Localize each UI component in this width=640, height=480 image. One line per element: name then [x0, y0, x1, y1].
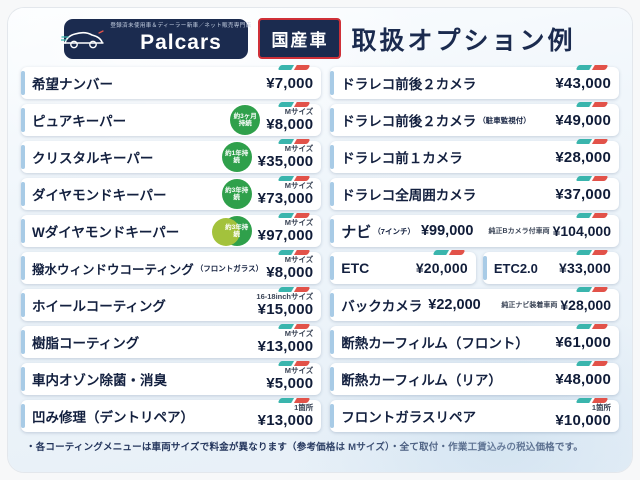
- size-note: Mサイズ: [284, 107, 314, 117]
- option-row-diamond-keeper: ダイヤモンドキーパー 約3年持続 Mサイズ ¥73,000: [21, 178, 322, 210]
- duration-badge: 約1年持続: [221, 142, 252, 172]
- option-label: 断熱カーフィルム（フロント）: [341, 336, 529, 351]
- option-label: ETC2.0: [493, 260, 538, 276]
- alt-price: ¥104,000: [552, 223, 611, 239]
- option-price: ¥37,000: [555, 185, 611, 203]
- option-price: ¥7,000: [266, 74, 314, 92]
- option-price: ¥99,000: [420, 223, 474, 239]
- option-row-wheel-coating: ホイールコーティング 16-18inchサイズ ¥15,000: [21, 289, 322, 321]
- option-label-note: （フロントガラス）: [195, 263, 264, 273]
- option-row-pure-keeper: ピュアキーパー 約3ヶ月持続 Mサイズ ¥8,000: [21, 104, 322, 136]
- alt-condition-note: 純正ナビ装着車両: [501, 302, 558, 309]
- option-price: ¥35,000: [257, 152, 314, 170]
- option-label: ダイヤモンドキーパー: [32, 188, 167, 203]
- option-row-kibou-number: 希望ナンバー ¥7,000: [21, 67, 322, 99]
- header: 登録済未使用車＆ディーラー新車／ネット販売専門店 Palcars 国産車 取扱オ…: [8, 8, 632, 65]
- option-row-etc: ETC ¥20,000: [330, 252, 476, 284]
- option-label: 断熱カーフィルム（リア）: [341, 373, 502, 388]
- size-note: 16-18inchサイズ: [256, 292, 314, 302]
- option-row-etc2: ETC2.0 ¥33,000: [482, 252, 619, 284]
- option-label: 希望ナンバー: [32, 77, 113, 92]
- option-price: ¥20,000: [415, 260, 468, 276]
- alt-price: ¥28,000: [560, 297, 611, 313]
- option-label: ナビ: [341, 223, 372, 241]
- option-row-jushi-coating: 樹脂コーティング Mサイズ ¥13,000: [21, 326, 322, 358]
- duration-badge: 約3年持続: [221, 179, 252, 209]
- option-label: ドラレコ全周囲カメラ: [341, 188, 477, 203]
- option-label: ホイールコーティング: [32, 299, 166, 314]
- etc-row: ETC ¥20,000 ETC2.0 ¥33,000: [330, 252, 619, 284]
- palcars-logo: 登録済未使用車＆ディーラー新車／ネット販売専門店 Palcars: [61, 18, 251, 59]
- duration-badge: 約3ヶ月持続: [230, 105, 261, 135]
- option-price: ¥48,000: [555, 370, 611, 388]
- option-label: ドラレコ前後２カメラ: [341, 77, 477, 92]
- option-price: ¥8,000: [266, 115, 314, 133]
- duration-badge: 約3年持続: [211, 216, 252, 246]
- option-price: ¥10,000: [555, 411, 611, 429]
- left-column: 希望ナンバー ¥7,000 ピュアキーパー 約3ヶ月持続 Mサイズ ¥8,000…: [21, 67, 322, 432]
- footer-note: ・各コーティングメニューは車両サイズで料金が異なります（参考価格は Mサイズ）・…: [26, 442, 584, 453]
- option-row-film-rear: 断熱カーフィルム（リア） ¥48,000: [330, 363, 619, 395]
- logo-brand: Palcars: [140, 30, 222, 54]
- option-row-film-front: 断熱カーフィルム（フロント） ¥61,000: [330, 326, 619, 358]
- option-label: フロントガラスリペア: [341, 410, 477, 425]
- option-label-note: （7インチ）: [373, 226, 415, 236]
- option-price: ¥73,000: [257, 189, 314, 207]
- size-note: Mサイズ: [284, 218, 314, 228]
- option-row-glass-repair: フロントガラスリペア 1箇所 ¥10,000: [330, 400, 619, 432]
- option-row-navi: ナビ （7インチ） ¥99,000 純正Bカメラ付車両 ¥104,000: [330, 215, 619, 247]
- logo-text: 登録済未使用車＆ディーラー新車／ネット販売専門店 Palcars: [110, 24, 251, 53]
- logo-tagline: 登録済未使用車＆ディーラー新車／ネット販売専門店: [110, 23, 252, 30]
- option-price: ¥61,000: [555, 333, 611, 351]
- options-grid: 希望ナンバー ¥7,000 ピュアキーパー 約3ヶ月持続 Mサイズ ¥8,000…: [8, 65, 632, 432]
- size-note: 1箇所: [591, 403, 611, 413]
- option-row-dorareco-1cam: ドラレコ前１カメラ ¥28,000: [330, 141, 619, 173]
- option-row-hassui-window-coating: 撥水ウィンドウコーティング （フロントガラス） Mサイズ ¥8,000: [21, 252, 322, 284]
- option-row-dorareco-2cam: ドラレコ前後２カメラ ¥43,000: [330, 67, 619, 99]
- option-label: ドラレコ前１カメラ: [341, 151, 463, 166]
- option-price: ¥49,000: [555, 111, 611, 129]
- option-label: 凹み修理（デントリペア）: [32, 410, 194, 425]
- option-label: バックカメラ: [341, 299, 423, 314]
- option-price: ¥28,000: [555, 148, 611, 166]
- option-label: 樹脂コーティング: [32, 336, 140, 351]
- right-column: ドラレコ前後２カメラ ¥43,000 ドラレコ前後２カメラ （駐車監視付） ¥4…: [330, 67, 619, 432]
- option-row-ozone: 車内オゾン除菌・消臭 Mサイズ ¥5,000: [21, 363, 322, 395]
- option-row-back-camera: バックカメラ ¥22,000 純正ナビ装着車両 ¥28,000: [330, 289, 619, 321]
- size-note: Mサイズ: [284, 181, 314, 191]
- option-price: ¥15,000: [257, 300, 314, 318]
- alt-condition-note: 純正Bカメラ付車両: [488, 228, 550, 235]
- size-note: Mサイズ: [284, 255, 314, 265]
- option-price: ¥33,000: [558, 260, 611, 276]
- car-logo-icon: [61, 29, 105, 48]
- option-price: ¥5,000: [266, 374, 314, 392]
- option-label: 車内オゾン除菌・消臭: [32, 373, 167, 388]
- option-label: Wダイヤモンドキーパー: [32, 225, 180, 240]
- option-row-dent-repair: 凹み修理（デントリペア） 1箇所 ¥13,000: [21, 400, 322, 432]
- page-title: 取扱オプション例: [351, 26, 576, 55]
- size-note: Mサイズ: [284, 144, 314, 154]
- option-label: クリスタルキーパー: [32, 151, 154, 166]
- option-price: ¥43,000: [555, 74, 611, 92]
- option-row-dorareco-2cam-parking: ドラレコ前後２カメラ （駐車監視付） ¥49,000: [330, 104, 619, 136]
- size-note: Mサイズ: [284, 366, 314, 376]
- option-label: ドラレコ前後２カメラ: [341, 114, 477, 129]
- option-label: ETC: [341, 260, 370, 276]
- option-price: ¥22,000: [428, 297, 481, 313]
- option-row-dorareco-360: ドラレコ全周囲カメラ ¥37,000: [330, 178, 619, 210]
- option-price: ¥13,000: [257, 411, 314, 429]
- option-row-w-diamond-keeper: Wダイヤモンドキーパー 約3年持続 Mサイズ ¥97,000: [21, 215, 322, 247]
- option-label-note: （駐車監視付）: [478, 115, 531, 125]
- option-price: ¥97,000: [257, 226, 314, 244]
- option-label: 撥水ウィンドウコーティング: [32, 262, 194, 277]
- options-poster: 登録済未使用車＆ディーラー新車／ネット販売専門店 Palcars 国産車 取扱オ…: [8, 8, 632, 472]
- option-label: ピュアキーパー: [32, 114, 127, 129]
- option-price: ¥13,000: [257, 337, 314, 355]
- origin-badge: 国産車: [258, 18, 342, 59]
- option-row-crystal-keeper: クリスタルキーパー 約1年持続 Mサイズ ¥35,000: [21, 141, 322, 173]
- size-note: 1箇所: [294, 403, 314, 413]
- size-note: Mサイズ: [284, 329, 314, 339]
- option-price: ¥8,000: [266, 263, 314, 281]
